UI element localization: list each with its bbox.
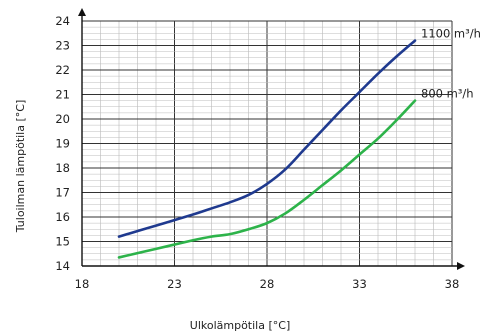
y-tick-label: 24 bbox=[55, 14, 70, 28]
tick-labels: 18 23 28 33 38 14 15 16 17 18 19 20 21 22 23 24 bbox=[55, 14, 459, 291]
y-tick-label: 23 bbox=[55, 39, 70, 53]
y-tick-label: 16 bbox=[55, 210, 70, 224]
axes bbox=[78, 8, 465, 270]
y-axis-arrow bbox=[78, 8, 86, 16]
y-tick-label: 14 bbox=[55, 259, 70, 273]
y-tick-label: 20 bbox=[55, 112, 70, 126]
x-tick-label: 23 bbox=[167, 277, 182, 291]
x-axis-title: Ulkolämpötila [°C] bbox=[190, 319, 290, 332]
series-label: 1100 m³/h bbox=[421, 27, 481, 41]
grid bbox=[81, 20, 453, 267]
x-axis-arrow bbox=[457, 262, 465, 270]
x-tick-label: 28 bbox=[260, 277, 275, 291]
series-line bbox=[117, 99, 417, 259]
series-labels: 1100 m³/h 800 m³/h bbox=[421, 27, 481, 101]
series-line bbox=[117, 39, 417, 238]
y-tick-label: 17 bbox=[55, 186, 70, 200]
y-tick-label: 22 bbox=[55, 63, 70, 77]
x-tick-label: 33 bbox=[352, 277, 367, 291]
y-tick-label: 15 bbox=[55, 235, 70, 249]
y-tick-label: 21 bbox=[55, 88, 70, 102]
series-label: 800 m³/h bbox=[421, 87, 474, 101]
y-tick-label: 18 bbox=[55, 161, 70, 175]
y-tick-label: 19 bbox=[55, 137, 70, 151]
y-axis-title: Tuloilman lämpötila [°C] bbox=[14, 100, 27, 234]
series-lines bbox=[117, 39, 417, 259]
x-tick-label: 38 bbox=[445, 277, 460, 291]
x-tick-label: 18 bbox=[75, 277, 90, 291]
